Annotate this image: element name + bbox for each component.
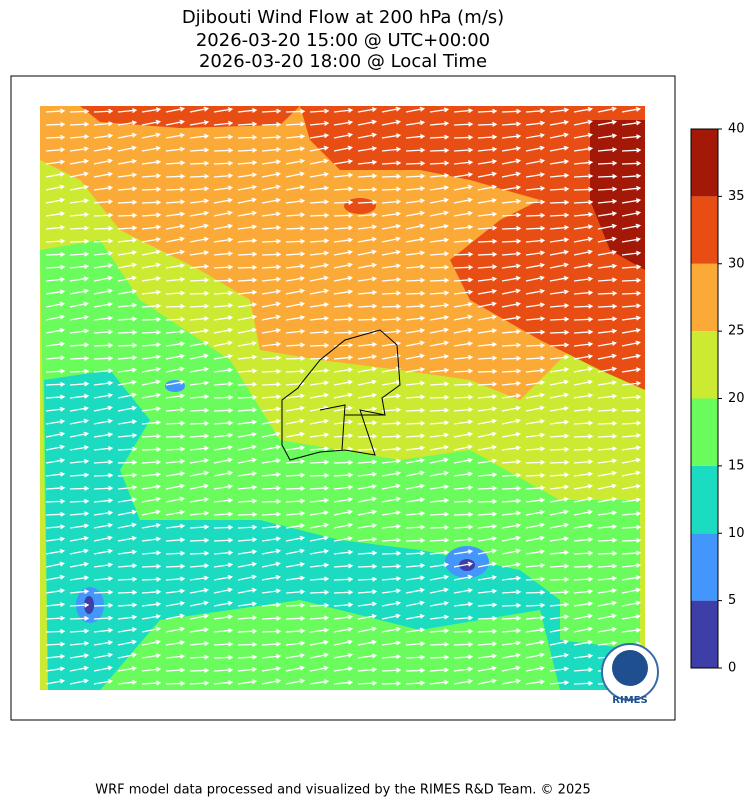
- colorbar-segment: [691, 196, 718, 264]
- wind-arrows: [45, 106, 642, 686]
- map-field: [40, 106, 645, 690]
- colorbar-segment: [691, 465, 718, 534]
- colorbar-segment: [691, 533, 718, 601]
- map-frame: [10, 75, 676, 721]
- colorbar: 0 5 10 15 20 25 30 35 40: [690, 122, 745, 676]
- title-line: 2026-03-20 18:00 @ Local Time: [199, 51, 487, 72]
- footer: WRF model data processed and visualized …: [95, 783, 591, 798]
- logo-text: RIMES: [612, 695, 647, 706]
- colorbar-segment: [691, 398, 718, 466]
- title-line: Djibouti Wind Flow at 200 hPa (m/s): [182, 7, 504, 28]
- colorbar-tick-label: 5: [728, 593, 736, 608]
- colorbar-tick-label: 10: [728, 526, 745, 541]
- colorbar-tick-label: 0: [728, 661, 736, 676]
- colorbar-segment: [691, 263, 718, 332]
- colorbar-tick-label: 15: [728, 458, 745, 473]
- colorbar-segment: [691, 600, 718, 668]
- logo: RIMES: [601, 643, 659, 706]
- colorbar-tick-label: 25: [728, 324, 745, 339]
- colorbar-tick-label: 35: [728, 189, 745, 204]
- colorbar-tick-label: 20: [728, 391, 745, 406]
- colorbar-segment: [691, 331, 718, 399]
- colorbar-tick-label: 30: [728, 256, 745, 271]
- colorbar-segment: [691, 129, 718, 197]
- title-line: 2026-03-20 15:00 @ UTC+00:00: [196, 30, 490, 51]
- colorbar-tick-label: 40: [728, 122, 745, 137]
